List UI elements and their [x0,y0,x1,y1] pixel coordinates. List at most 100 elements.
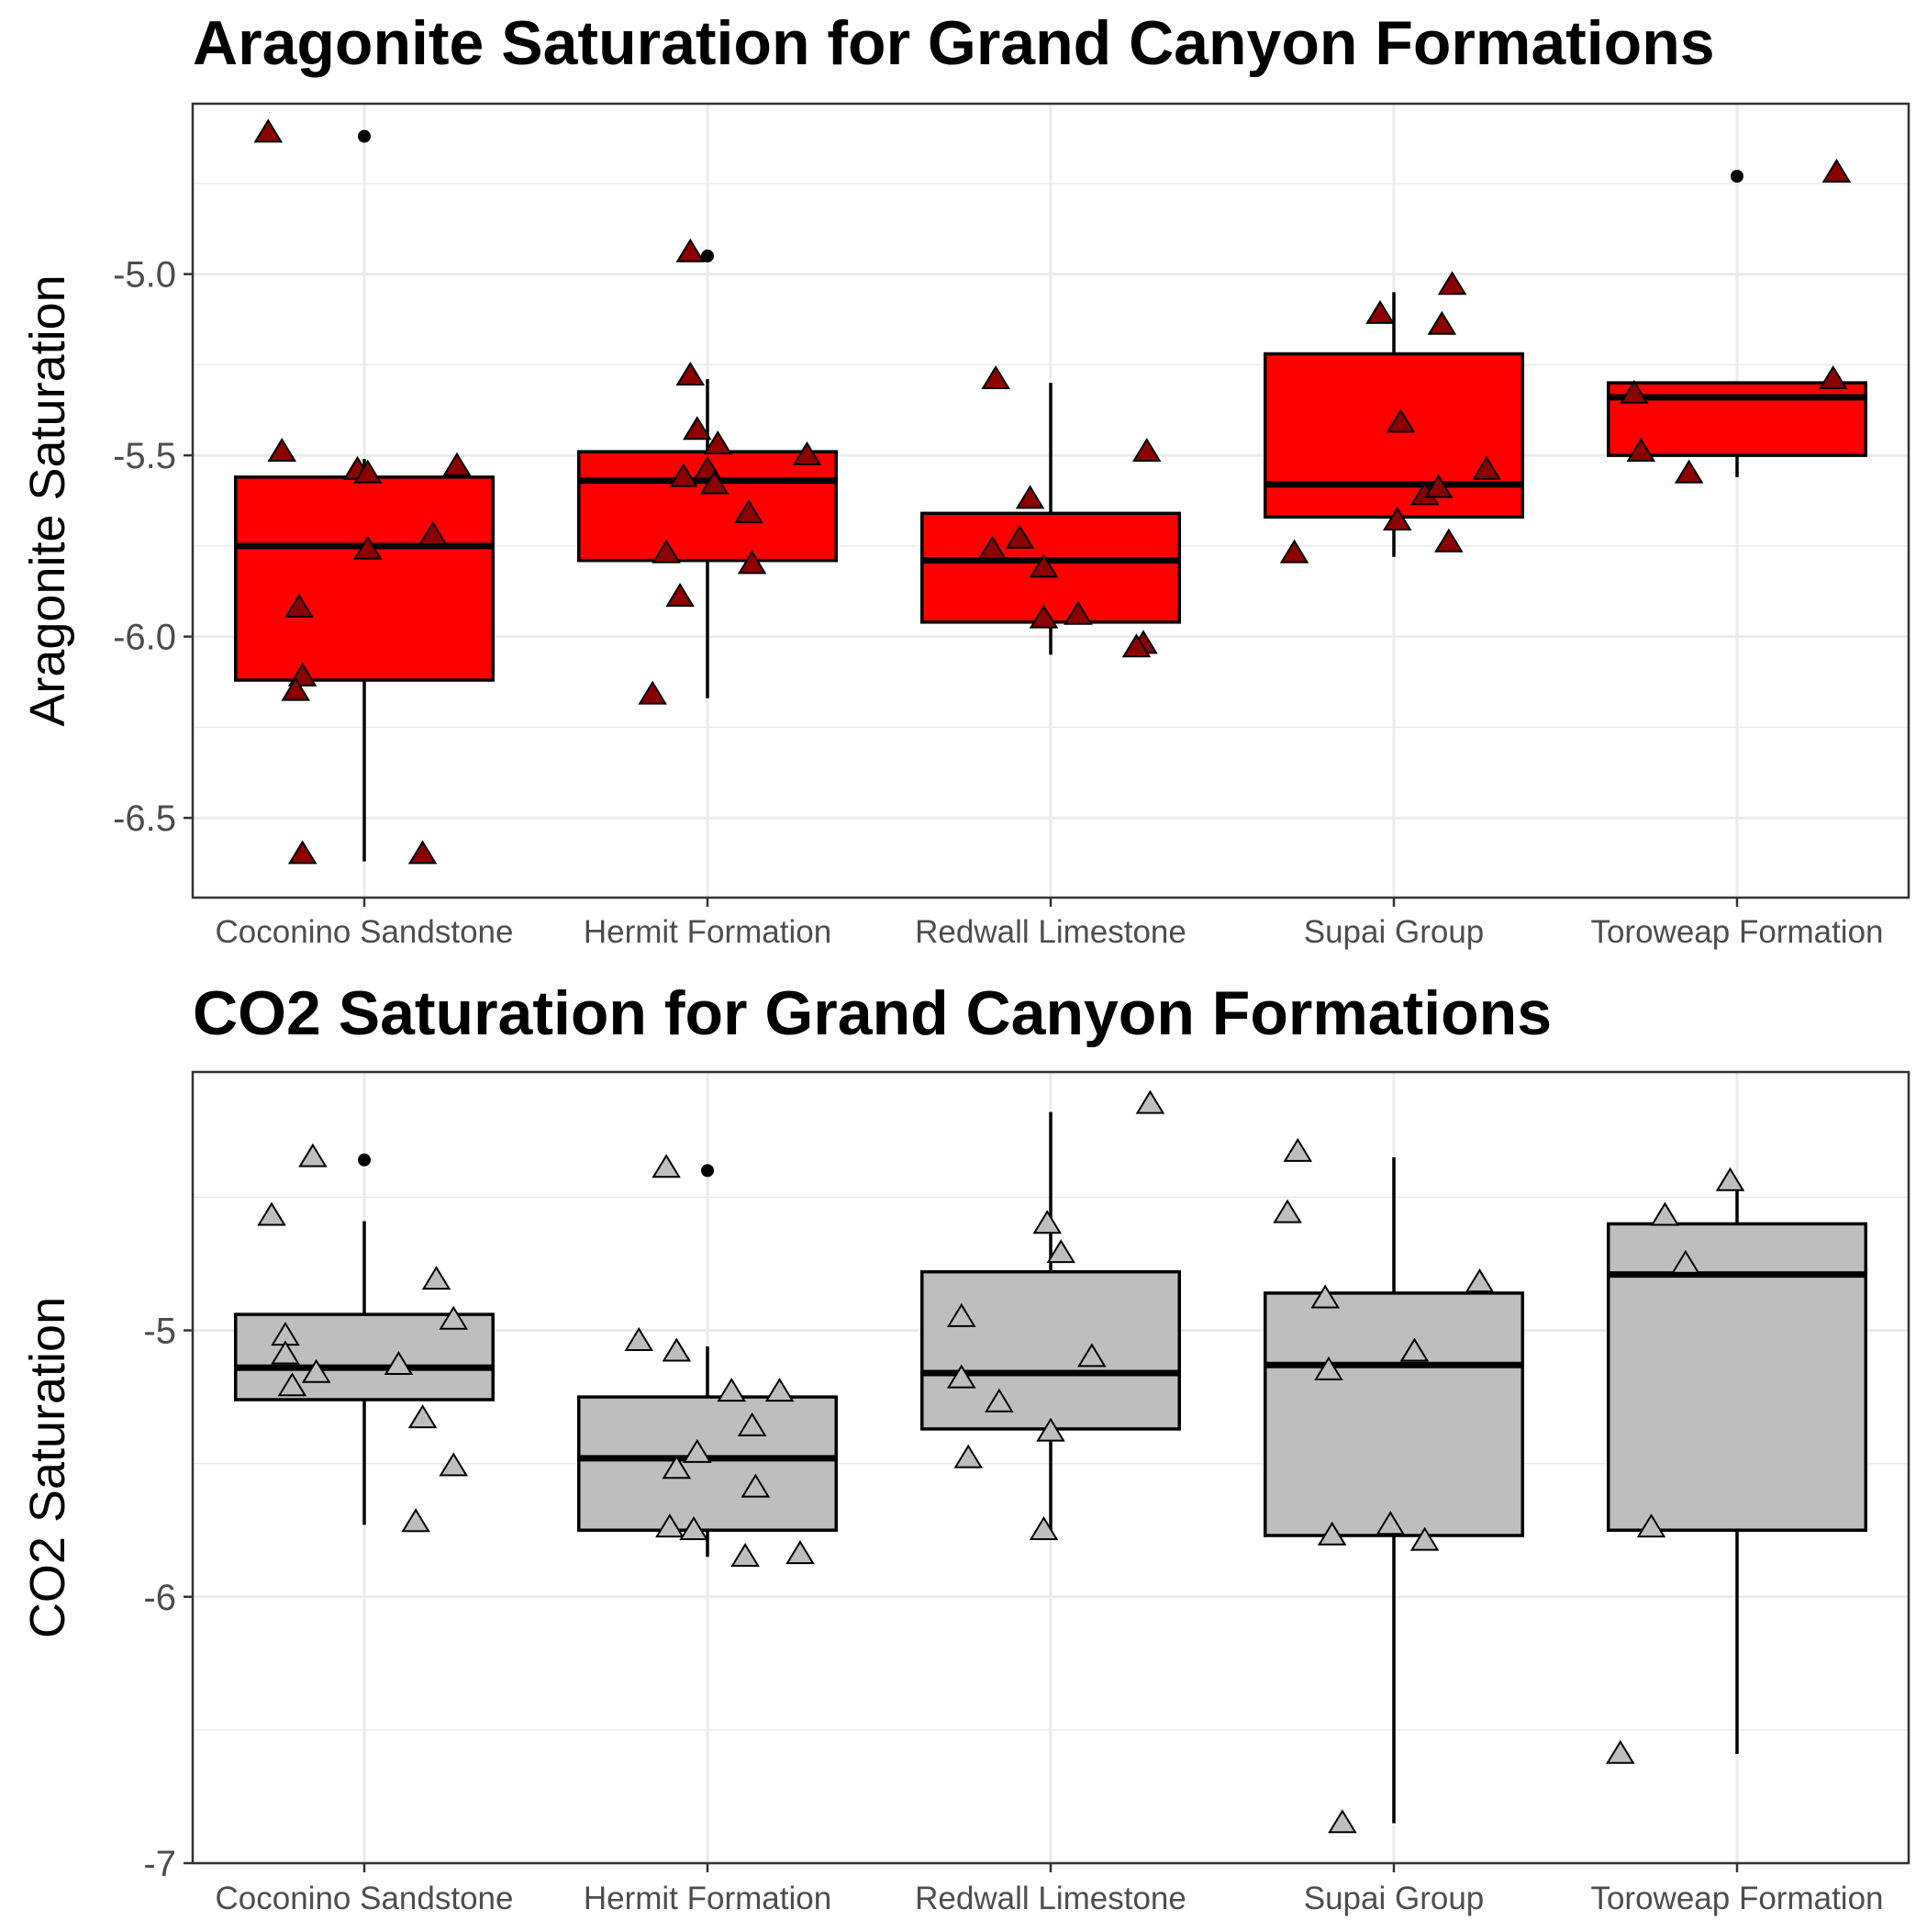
data-point [1409,1526,1440,1551]
data-point [662,1337,692,1362]
data-point [652,539,681,564]
data-point [1131,437,1162,462]
data-point [1036,1417,1065,1442]
data-point [703,430,732,455]
box-4 [1264,292,1524,557]
data-point [1015,485,1045,509]
data-point [1121,633,1152,658]
data-point [1077,1343,1107,1368]
data-point [384,1351,414,1376]
box-iqr [1264,1291,1524,1537]
data-point [1674,459,1704,484]
data-point [679,1515,708,1541]
data-point [699,470,730,495]
data-point [675,238,706,262]
data-point [1821,158,1852,183]
data-point [421,1266,451,1290]
data-point [287,840,317,865]
box-iqr [1607,381,1867,457]
data-point [1135,1089,1165,1114]
data-point [1328,1809,1357,1834]
data-point [1818,364,1848,389]
x-tick-label: Hermit Formation [584,914,831,950]
y-tick-label: -5.0 [113,255,176,296]
x-tick-label: Toroweap Formation [1590,914,1883,950]
data-point [981,364,1010,389]
data-point [1365,299,1395,324]
data-point [1636,1513,1666,1538]
data-point [785,1540,815,1565]
data-point [1283,1137,1313,1162]
box-iqr [577,1395,838,1532]
data-point [741,1473,771,1498]
chart-title: CO2 Saturation for Grand Canyon Formatio… [193,978,1552,1048]
x-tick-label: Hermit Formation [584,1881,831,1916]
x-tick-label: Supai Group [1304,914,1485,950]
data-point [1314,1356,1343,1380]
data-point [1279,539,1309,564]
box-4 [1264,1156,1524,1824]
x-tick-label: Coconino Sandstone [216,914,514,950]
y-tick-label: -6.5 [113,798,176,839]
y-axis-label: Aragonite Saturation [20,274,75,726]
y-axis-label: CO2 Saturation [20,1297,75,1638]
data-point [764,1378,795,1402]
data-point [1029,553,1059,578]
data-point [1032,1210,1063,1234]
data-point [1423,474,1454,498]
data-point [271,1340,300,1365]
data-point [655,1513,685,1538]
data-point [737,550,767,575]
outlier-point [1731,169,1743,183]
y-tick-label: -6.0 [113,618,176,658]
data-point [1620,379,1649,404]
chart-panel-2: -5 -6 -7 Coconino Sandstone Hermit Formation… [20,978,1910,1916]
data-point [977,535,1008,560]
data-point [284,593,314,618]
box-iqr [920,1269,1181,1431]
data-point [1434,528,1464,553]
data-point [1626,437,1656,462]
data-point [638,680,667,705]
data-point [1376,1511,1406,1536]
data-point [1005,524,1035,549]
x-tick-label: Coconino Sandstone [216,1881,514,1916]
data-point [277,1372,307,1397]
data-point [737,1412,767,1436]
data-point [624,1326,653,1351]
data-point [717,1378,746,1402]
data-point [298,1143,328,1167]
data-point [662,1455,692,1480]
data-point [253,118,284,143]
data-point [401,1508,430,1533]
data-point [683,1438,712,1463]
data-point [1427,310,1457,335]
data-point [675,362,706,386]
data-point [442,452,472,476]
data-point [946,1302,976,1327]
data-point [1317,1521,1347,1546]
data-point [407,840,438,865]
data-point [1650,1201,1680,1226]
data-point [1437,271,1467,296]
chart-title: Aragonite Saturation for Grand Canyon Fo… [193,8,1715,78]
data-point [1606,1739,1635,1764]
data-point [730,1542,760,1568]
data-point [665,582,695,607]
data-point [1310,1284,1340,1309]
x-tick-label: Supai Group [1304,1881,1485,1916]
y-tick-label: -5.5 [113,436,176,476]
data-point [669,463,698,487]
data-point [352,535,383,560]
data-point [407,1404,438,1429]
outlier-point [358,1153,371,1167]
box-5 [1607,1186,1867,1755]
x-tick-label: Redwall Limestone [915,1881,1186,1916]
x-tick-label: Toroweap Formation [1590,1881,1883,1916]
data-point [301,1358,331,1383]
data-point [1064,600,1093,625]
data-point [792,441,822,465]
data-point [683,416,712,441]
